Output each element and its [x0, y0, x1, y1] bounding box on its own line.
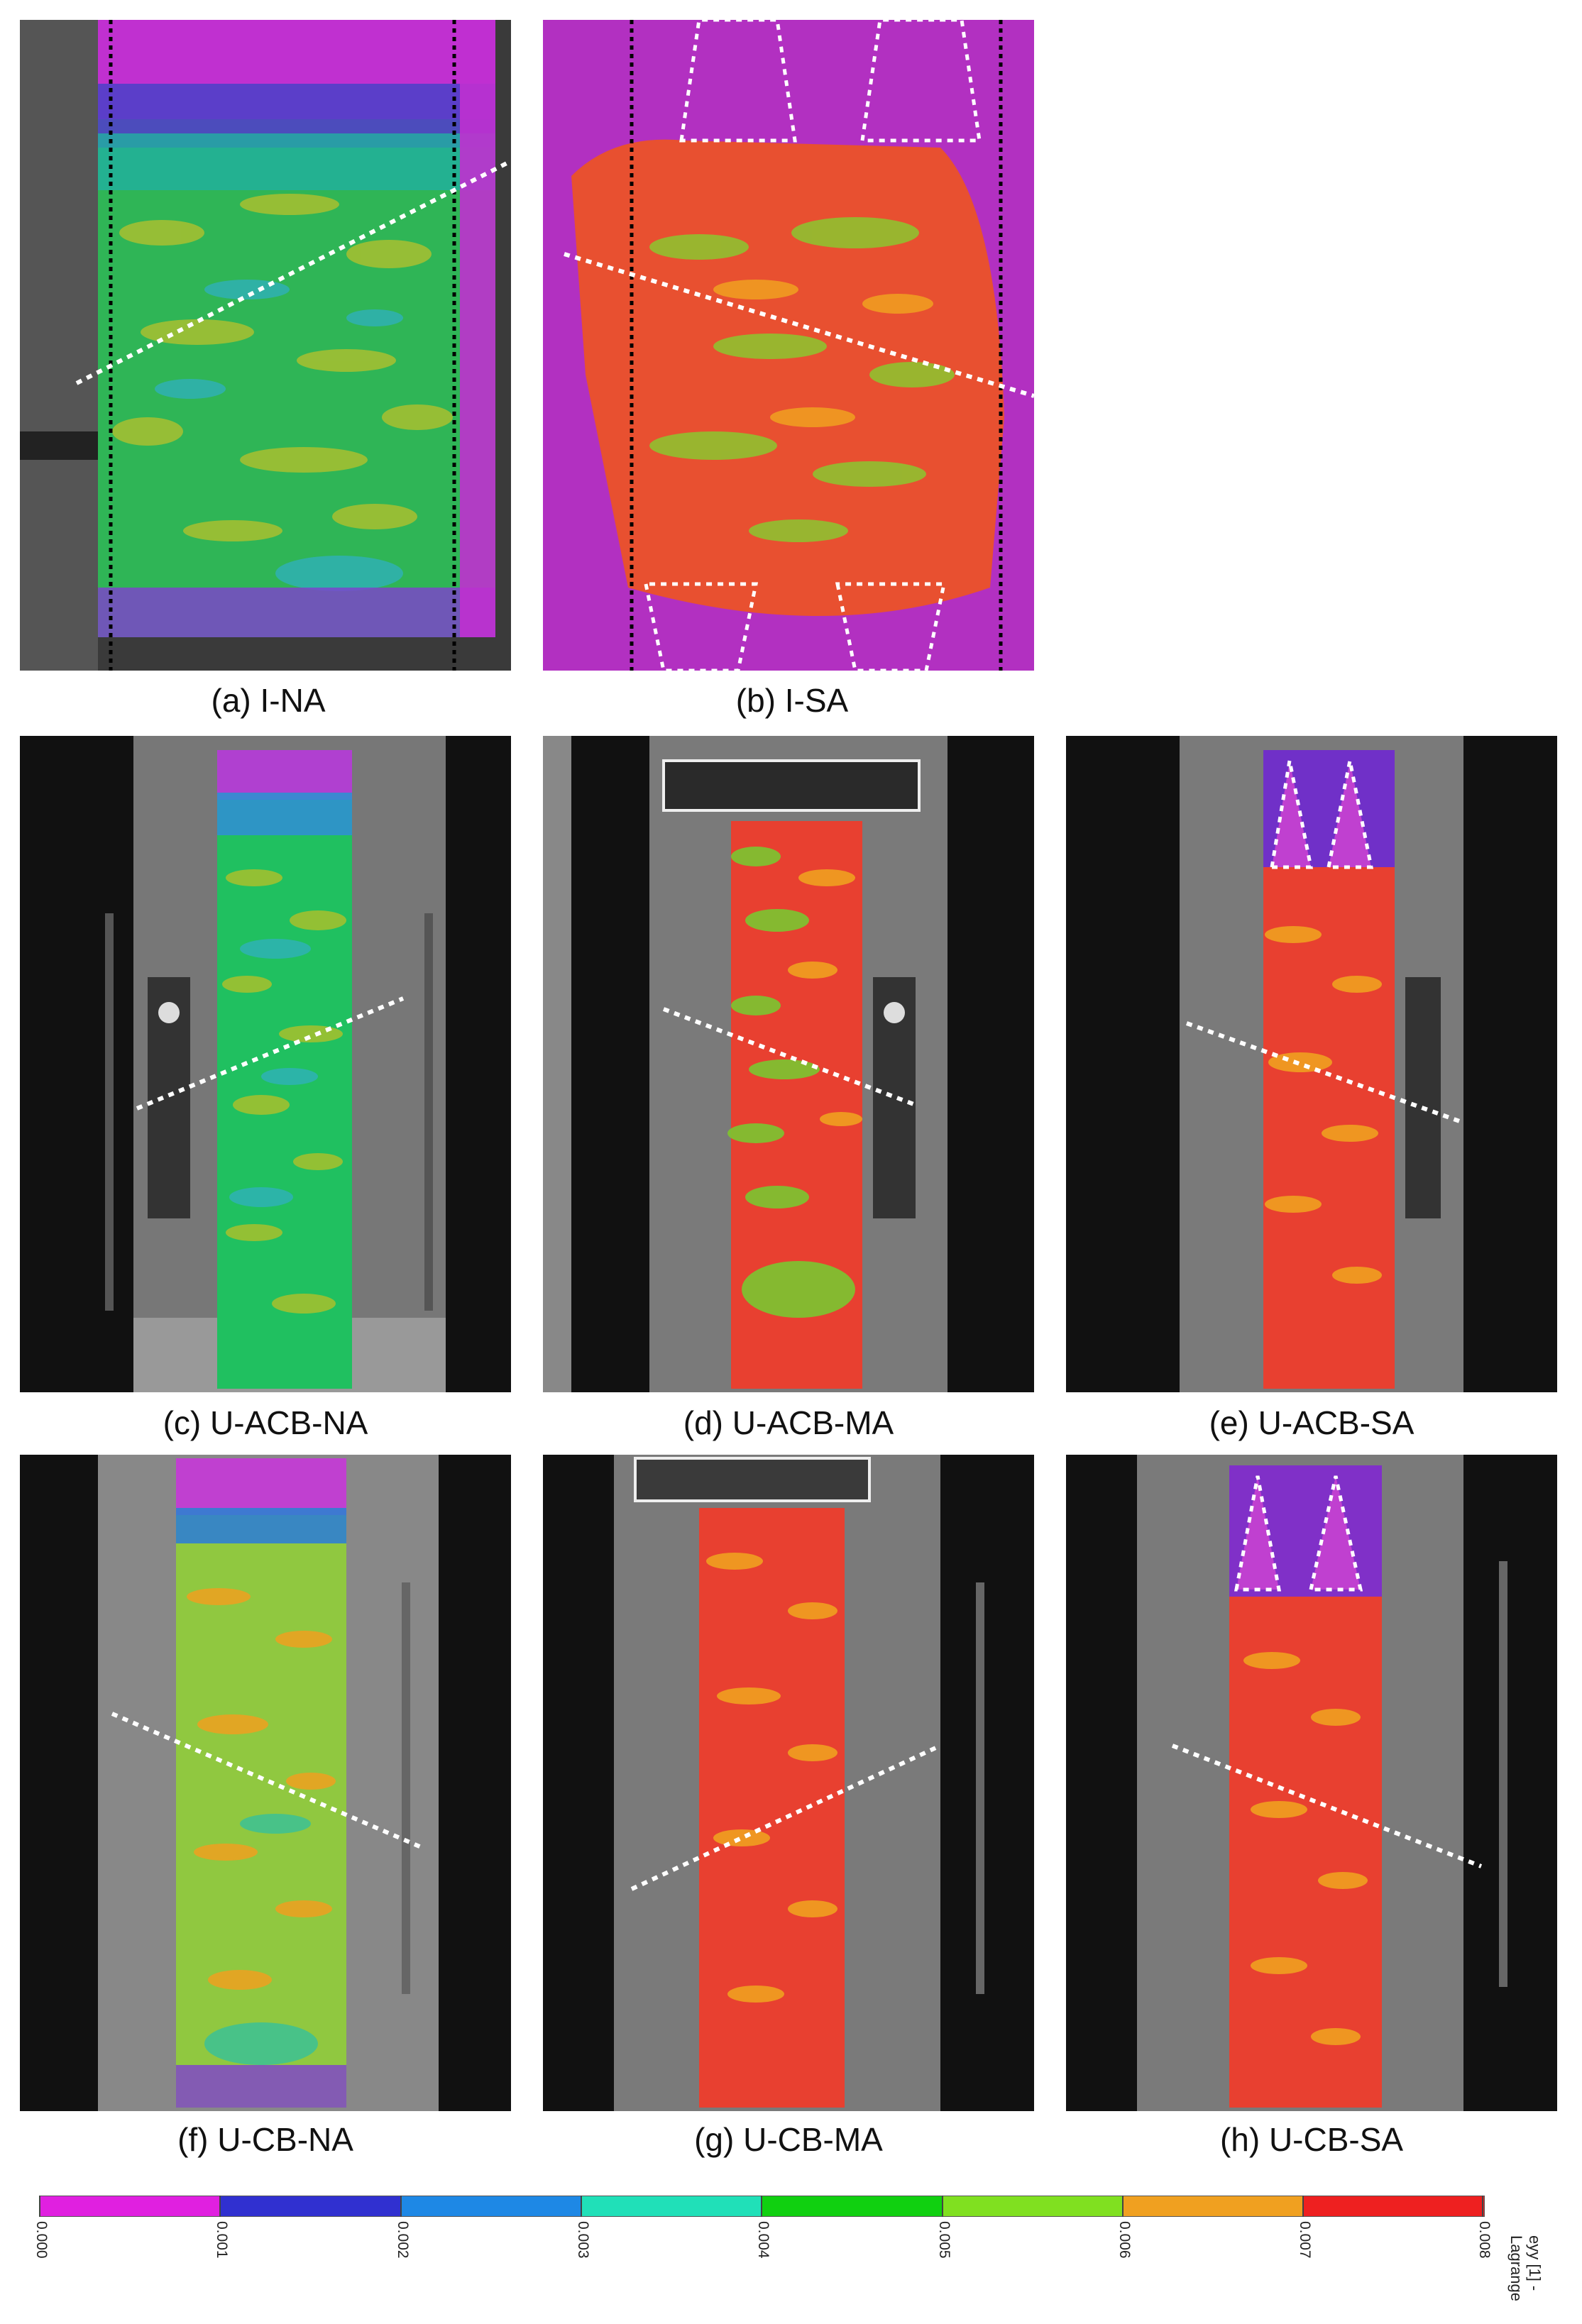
colorbar-tick-mark: [219, 2196, 221, 2217]
panel-i-sa: [543, 20, 1034, 671]
panel-u-cb-sa: [1066, 1455, 1557, 2111]
colorbar-segment: [400, 2196, 582, 2216]
colorbar-tick-label: 0.002: [395, 2221, 411, 2259]
panel-u-acb-ma: [543, 736, 1034, 1392]
caption-a: (a) I-NA: [211, 682, 326, 719]
colorbar-segment: [762, 2196, 943, 2216]
colorbar: [39, 2196, 1485, 2217]
colorbar-segment: [1303, 2196, 1484, 2216]
colorbar-tick-label: 0.007: [1297, 2221, 1313, 2259]
colorbar-tick-mark: [400, 2196, 402, 2217]
colorbar-tick-mark: [1122, 2196, 1124, 2217]
panel-i-na: [20, 20, 511, 671]
colorbar-tick-label: 0.004: [755, 2221, 771, 2259]
colorbar-tick-label: 0.000: [33, 2221, 50, 2259]
panel-u-cb-na: [20, 1455, 511, 2111]
colorbar-tick-mark: [39, 2196, 40, 2217]
colorbar-tick-mark: [1482, 2196, 1483, 2217]
colorbar-segment: [581, 2196, 762, 2216]
colorbar-tick-label: 0.001: [214, 2221, 230, 2259]
caption-d: (d) U-ACB-MA: [683, 1404, 894, 1441]
panel-u-acb-na: [20, 736, 511, 1392]
colorbar-tick-mark: [581, 2196, 582, 2217]
colorbar-title: eyy [1] - Lagrange: [1507, 2235, 1544, 2301]
colorbar-tick-label: 0.005: [936, 2221, 952, 2259]
colorbar-segment: [942, 2196, 1124, 2216]
colorbar-tick-label: 0.008: [1476, 2221, 1493, 2259]
colorbar-segment: [40, 2196, 221, 2216]
colorbar-tick-label: 0.003: [575, 2221, 591, 2259]
colorbar-title-line2: Lagrange: [1507, 2235, 1525, 2301]
caption-h: (h) U-CB-SA: [1219, 2121, 1404, 2158]
colorbar-segment: [1123, 2196, 1304, 2216]
caption-g: (g) U-CB-MA: [694, 2121, 883, 2158]
colorbar-tick-mark: [761, 2196, 762, 2217]
colorbar-tick-mark: [942, 2196, 943, 2217]
caption-e: (e) U-ACB-SA: [1209, 1404, 1415, 1441]
colorbar-tick-mark: [1302, 2196, 1304, 2217]
panel-u-cb-ma: [543, 1455, 1034, 2111]
colorbar-segment: [220, 2196, 401, 2216]
caption-f: (f) U-CB-NA: [177, 2121, 353, 2158]
caption-c: (c) U-ACB-NA: [163, 1404, 368, 1441]
panel-u-acb-sa: [1066, 736, 1557, 1392]
colorbar-title-line1: eyy [1] -: [1526, 2235, 1544, 2291]
colorbar-tick-label: 0.006: [1116, 2221, 1133, 2259]
caption-b: (b) I-SA: [735, 682, 849, 719]
